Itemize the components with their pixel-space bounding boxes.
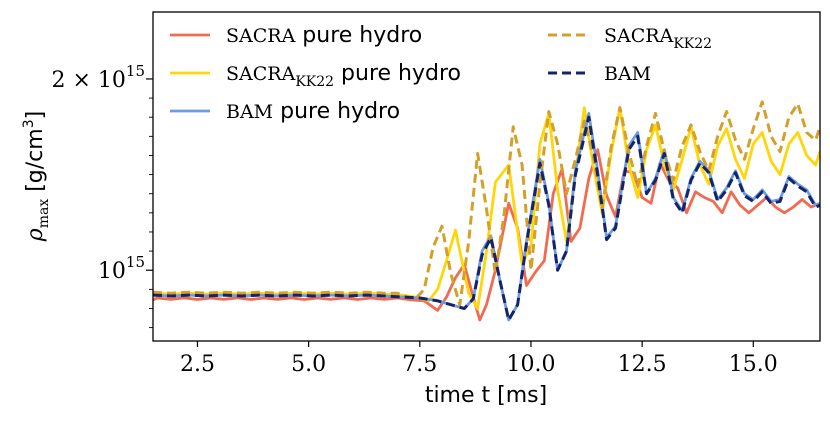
y-tick-label: 1015 <box>98 253 145 284</box>
legend-label: BAM pure hydro <box>226 99 400 124</box>
y-tick-label: 2 × 1015 <box>51 62 145 93</box>
legend-item: SACRAKK22 <box>548 25 712 52</box>
legend: SACRA pure hydro SACRAKK22 pure hydro BAM … <box>170 23 712 124</box>
series-line-0 <box>153 148 820 322</box>
x-tick-label: 5.0 <box>291 352 326 377</box>
x-tick-label: 10.0 <box>506 352 555 377</box>
legend-item: BAM <box>548 63 651 85</box>
legend-label: SACRA pure hydro <box>226 23 422 48</box>
legend-item: BAM pure hydro <box>170 99 400 124</box>
x-tick-label: 7.5 <box>402 352 437 377</box>
legend-label: SACRAKK22 pure hydro <box>226 61 461 90</box>
legend-item: SACRAKK22 pure hydro <box>170 61 461 90</box>
svg-text:ρmax [g/cm3]: ρmax [g/cm3] <box>21 111 52 242</box>
series-line-4 <box>153 115 820 322</box>
legend-label: BAM <box>604 63 651 85</box>
legend-label: SACRAKK22 <box>604 25 712 52</box>
x-tick-label: 12.5 <box>618 352 667 377</box>
x-tick-label: 2.5 <box>180 352 215 377</box>
y-axis-label: ρmax [g/cm3] <box>21 111 52 242</box>
x-axis-label: time t [ms] <box>425 383 547 408</box>
x-axis: 2.5 5.0 7.5 10.0 12.5 15.0 <box>180 341 778 377</box>
plot-frame <box>152 11 821 342</box>
y-axis: 1015 2 × 1015 <box>51 62 153 329</box>
legend-item: SACRA pure hydro <box>170 23 422 48</box>
x-tick-label: 15.0 <box>729 352 778 377</box>
series-line-3 <box>153 100 820 307</box>
series-layer <box>153 100 820 322</box>
